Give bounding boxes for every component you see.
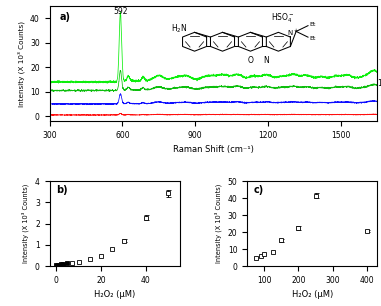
Text: 1638: 1638 <box>377 79 381 88</box>
Text: b): b) <box>56 185 68 195</box>
Y-axis label: Intensity (X 10³ Counts): Intensity (X 10³ Counts) <box>215 184 222 263</box>
X-axis label: H₂O₂ (μM): H₂O₂ (μM) <box>291 290 333 300</box>
Y-axis label: Intensity (X 10³ Counts): Intensity (X 10³ Counts) <box>22 184 29 263</box>
Text: c): c) <box>254 185 264 195</box>
X-axis label: H₂O₂ (μM): H₂O₂ (μM) <box>94 290 135 300</box>
Y-axis label: Intensity (X 10³ Counts): Intensity (X 10³ Counts) <box>17 21 24 106</box>
Text: 592: 592 <box>113 7 128 16</box>
Text: a): a) <box>59 12 70 22</box>
X-axis label: Raman Shift (cm⁻¹): Raman Shift (cm⁻¹) <box>173 145 254 154</box>
